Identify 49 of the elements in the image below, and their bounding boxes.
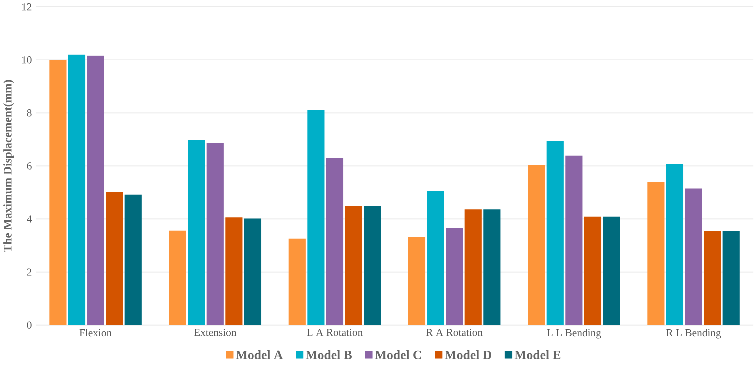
legend-label: Model E <box>514 350 561 360</box>
bar <box>244 218 262 326</box>
bar <box>308 110 325 326</box>
bar <box>704 231 722 326</box>
bar <box>288 238 306 326</box>
bar <box>206 143 224 326</box>
x-tick-label: L L Bending <box>547 328 602 339</box>
x-tick-label: R A Rotation <box>426 328 483 336</box>
y-tick-label: 4 <box>27 216 32 223</box>
bar <box>566 156 583 326</box>
bar <box>364 206 382 326</box>
bar <box>603 216 620 326</box>
x-tick-label: L A Rotation <box>307 328 364 336</box>
y-tick-label: 2 <box>27 268 32 276</box>
bar <box>427 191 444 326</box>
bar <box>666 164 684 326</box>
y-tick-label: 8 <box>27 109 32 117</box>
bar <box>169 230 186 326</box>
bar <box>464 210 482 326</box>
y-tick-label: 10 <box>22 56 32 64</box>
bar <box>685 188 702 326</box>
bar <box>546 141 564 326</box>
bar <box>584 216 602 326</box>
bar <box>408 236 426 326</box>
x-tick-label: Extension <box>194 328 237 336</box>
y-axis-title: The Maximum Displacement(mm) <box>4 80 14 252</box>
y-tick-label: 0 <box>27 322 32 329</box>
y-tick-label: 6 <box>27 162 32 170</box>
bar <box>226 218 243 326</box>
x-tick-label: R L Bending <box>666 328 722 339</box>
bar <box>722 231 740 326</box>
legend-label: Model C <box>375 350 422 360</box>
bar <box>345 206 362 326</box>
bar <box>446 228 464 326</box>
legend-label: Model D <box>445 350 492 360</box>
x-tick-label: Flexion <box>80 328 112 336</box>
bar <box>106 192 124 326</box>
bar <box>124 194 142 326</box>
bar <box>648 182 665 326</box>
y-tick-label: 12 <box>22 3 32 11</box>
bar <box>528 165 546 326</box>
bar <box>87 56 104 326</box>
bar <box>50 60 67 326</box>
legend-label: Model A <box>236 350 284 360</box>
bar <box>188 140 206 326</box>
legend-label: Model B <box>306 350 352 360</box>
bar <box>484 210 501 326</box>
bar <box>68 54 86 326</box>
bar <box>326 158 344 326</box>
